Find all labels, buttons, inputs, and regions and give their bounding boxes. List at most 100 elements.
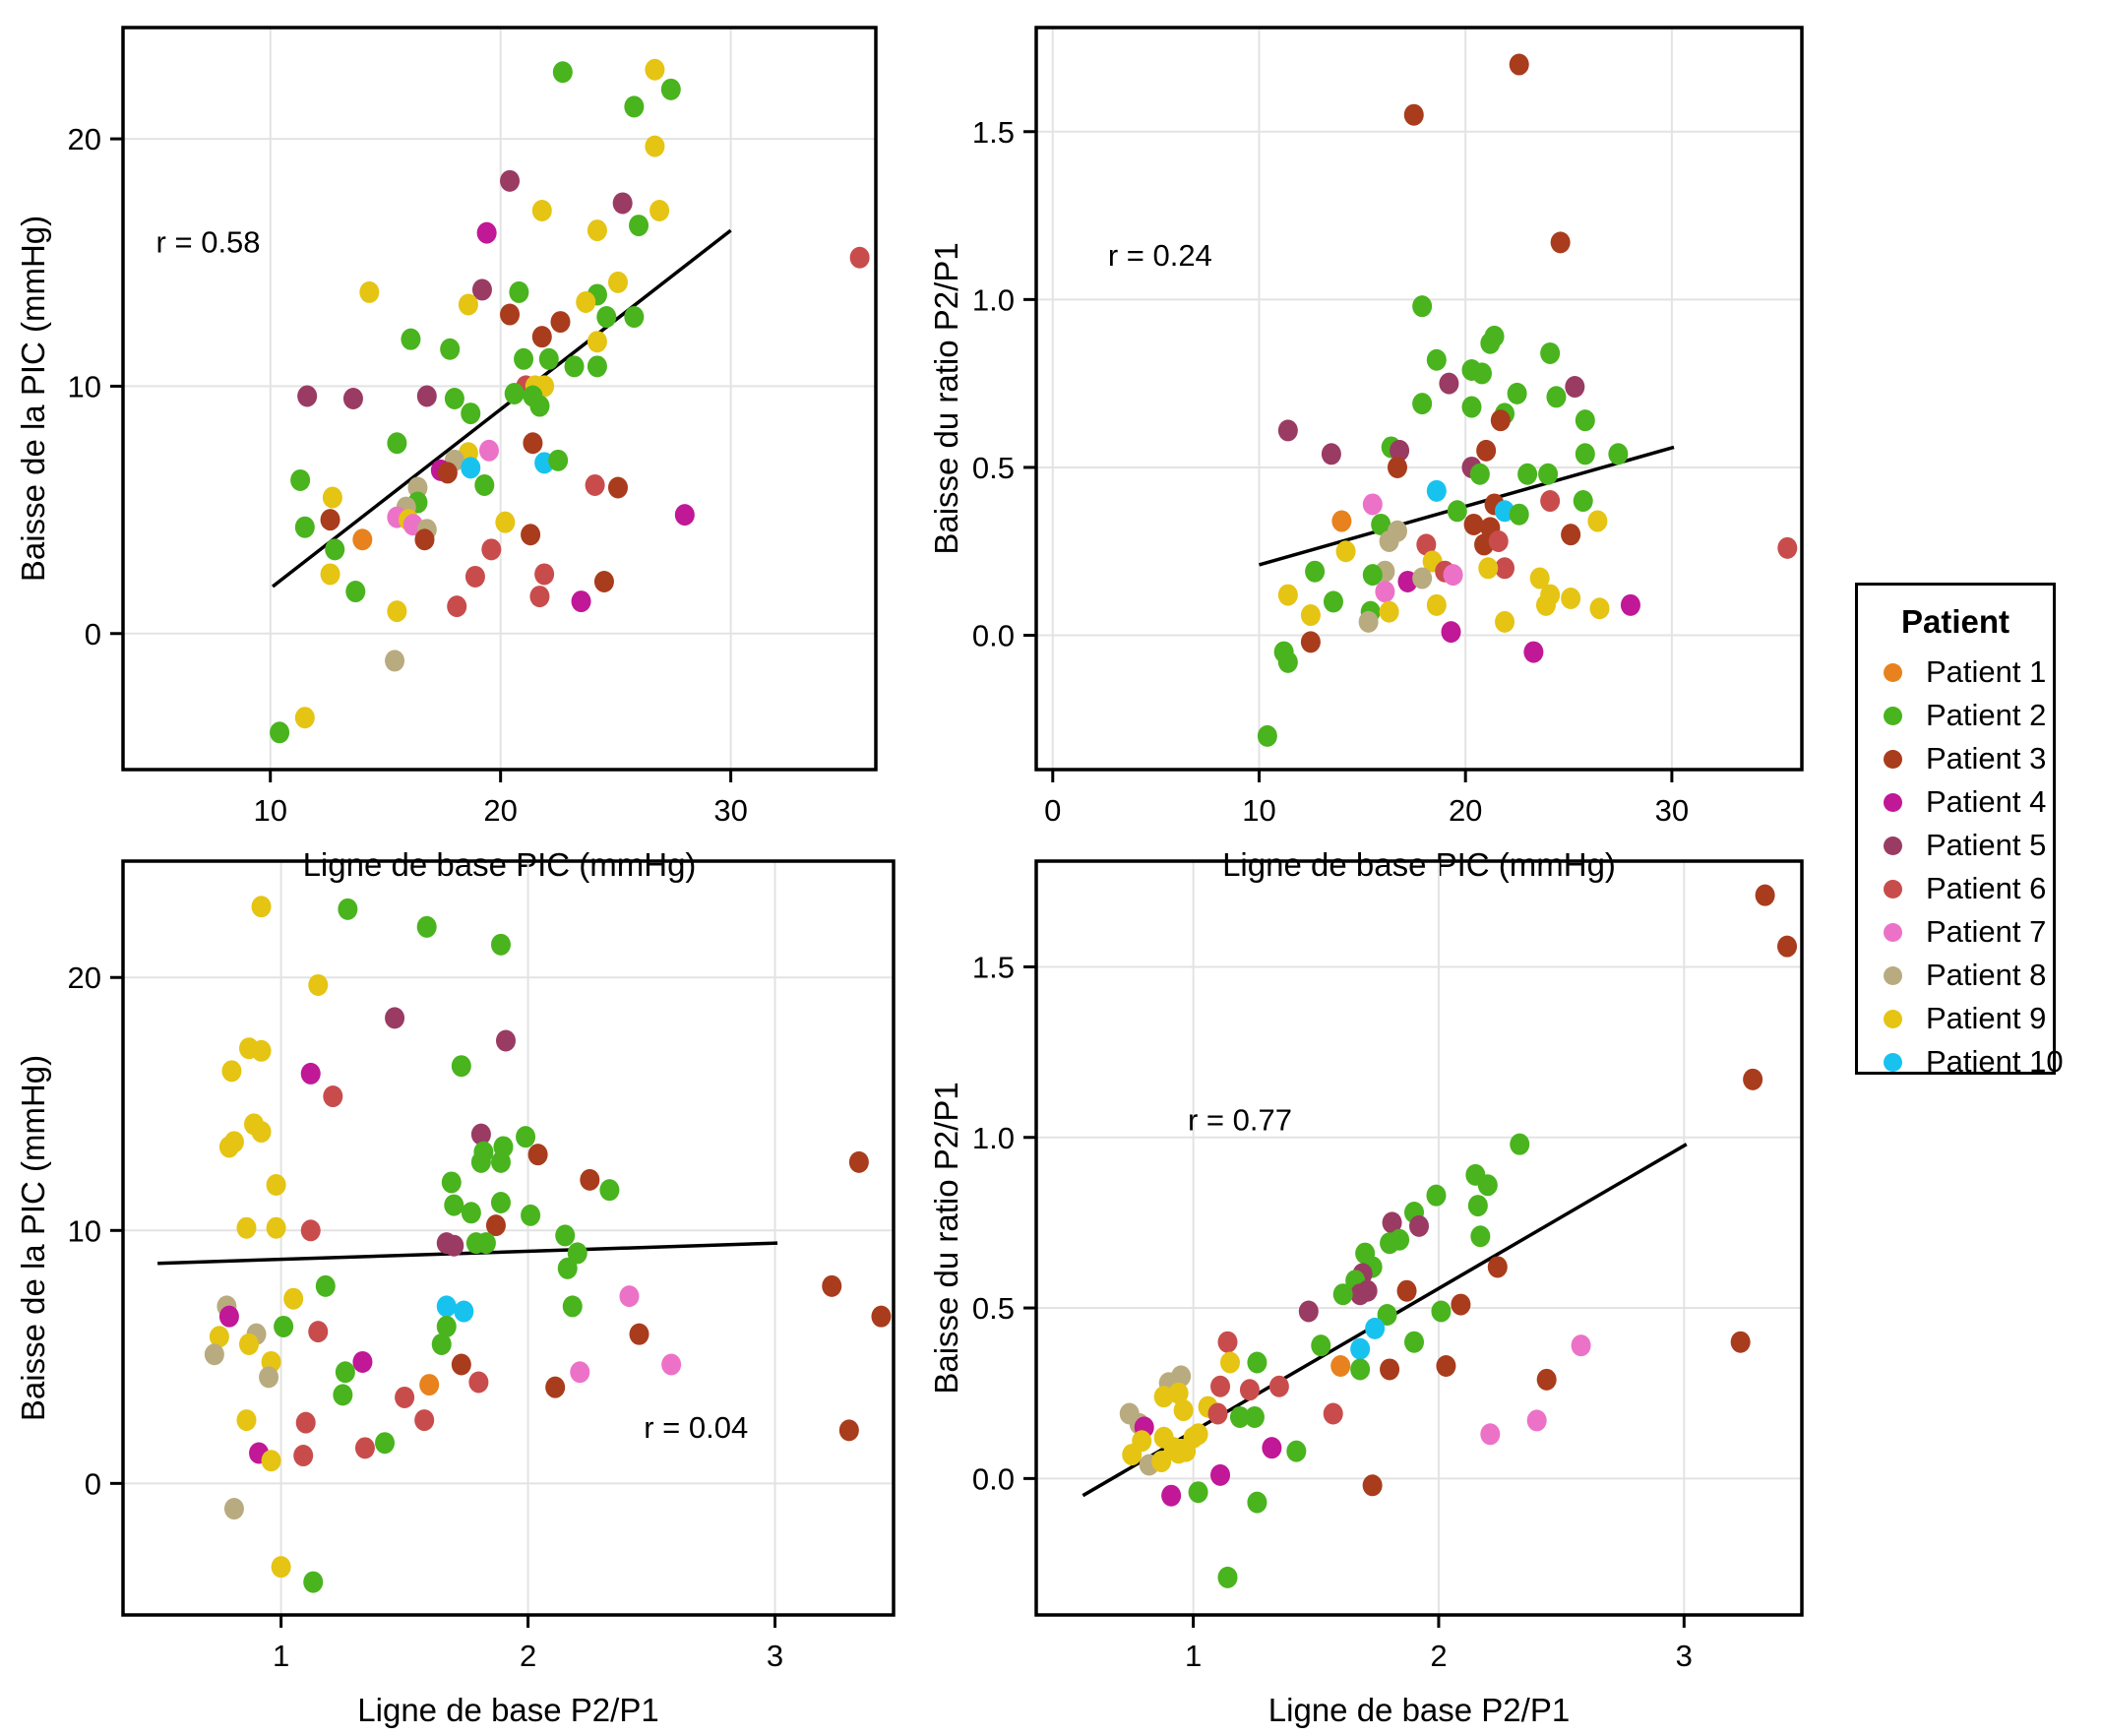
- data-point: [629, 1323, 649, 1345]
- data-point: [490, 1150, 511, 1173]
- data-point: [261, 1450, 281, 1472]
- data-point: [562, 1295, 583, 1318]
- data-point: [649, 199, 670, 221]
- data-point: [354, 1437, 375, 1459]
- data-point: [416, 915, 437, 938]
- data-point: [437, 462, 458, 484]
- trend-line: [271, 228, 732, 589]
- data-point: [1229, 1405, 1250, 1428]
- data-point: [1426, 348, 1447, 371]
- data-point: [345, 581, 366, 603]
- data-point: [1409, 1214, 1429, 1237]
- x-tick-label: 30: [1655, 793, 1689, 828]
- data-point: [1362, 1474, 1383, 1497]
- data-point: [471, 279, 492, 301]
- data-point: [1412, 393, 1433, 415]
- data-point: [567, 1242, 587, 1265]
- legend-swatch-dot: [1884, 706, 1902, 725]
- data-point: [1219, 1351, 1240, 1374]
- data-point: [1509, 53, 1529, 76]
- data-point: [1439, 372, 1459, 395]
- legend-swatch-dot: [1884, 749, 1902, 769]
- legend-item: Patient 10: [1858, 1040, 2064, 1084]
- x-tick-label: 0: [1044, 793, 1061, 828]
- data-point: [1379, 600, 1399, 623]
- y-axis-label: Baisse de la PIC (mmHg): [15, 1055, 51, 1421]
- y-tick-label: 10: [68, 1213, 101, 1248]
- data-point: [359, 280, 380, 303]
- x-tick-label: 1: [273, 1639, 289, 1673]
- data-point: [1122, 1444, 1143, 1466]
- data-point: [1608, 443, 1629, 465]
- legend-item: Patient 2: [1858, 694, 2053, 737]
- data-point: [1335, 540, 1356, 563]
- data-point: [1247, 1491, 1267, 1514]
- data-point: [251, 1039, 272, 1062]
- data-point: [1153, 1386, 1174, 1408]
- data-point: [325, 538, 345, 561]
- data-point: [1390, 1228, 1410, 1251]
- data-point: [1540, 341, 1561, 364]
- data-point: [1507, 382, 1527, 404]
- data-point: [1575, 409, 1595, 432]
- data-point: [674, 504, 695, 527]
- data-point: [1300, 631, 1321, 653]
- data-point: [580, 1168, 600, 1191]
- data-point: [1412, 295, 1433, 318]
- data-point: [587, 219, 607, 242]
- data-point: [838, 1419, 859, 1442]
- data-point: [461, 1202, 481, 1224]
- data-point: [1426, 1184, 1447, 1207]
- x-tick-label: 2: [1430, 1639, 1447, 1673]
- data-point: [441, 1171, 462, 1194]
- data-point: [822, 1274, 842, 1297]
- data-point: [1587, 510, 1608, 532]
- data-point: [1188, 1423, 1208, 1446]
- data-point: [1262, 1437, 1282, 1459]
- data-point: [1382, 1211, 1402, 1234]
- data-point: [545, 1376, 566, 1398]
- data-point: [401, 328, 421, 350]
- y-tick-label: 1.5: [972, 115, 1015, 150]
- data-point: [593, 570, 614, 592]
- data-point: [1471, 362, 1492, 385]
- data-point: [308, 973, 329, 996]
- data-point: [1470, 1225, 1491, 1248]
- data-point: [1487, 1256, 1508, 1278]
- legend-swatch-dot: [1884, 1009, 1902, 1028]
- x-tick-label: 10: [253, 793, 286, 828]
- data-point: [204, 1343, 224, 1366]
- data-point: [436, 1295, 457, 1318]
- data-point: [570, 1361, 590, 1384]
- y-tick-label: 0.5: [972, 1291, 1015, 1326]
- x-tick-label: 20: [483, 793, 517, 828]
- legend-swatch-dot: [1884, 792, 1902, 812]
- data-point: [1387, 456, 1407, 478]
- data-point: [1412, 567, 1433, 589]
- data-point: [385, 1007, 405, 1029]
- y-axis-label: Baisse de la PIC (mmHg): [15, 216, 51, 582]
- data-point: [251, 1121, 272, 1144]
- data-point: [474, 473, 495, 496]
- data-point: [576, 290, 596, 313]
- data-point: [461, 403, 481, 425]
- data-point: [571, 590, 591, 613]
- x-tick-label: 2: [520, 1639, 536, 1673]
- data-point: [352, 528, 373, 551]
- data-point: [1561, 524, 1581, 546]
- data-point: [475, 1232, 496, 1255]
- y-axis-label: Baisse du ratio P2/P1: [928, 1082, 964, 1394]
- data-point: [1565, 376, 1585, 399]
- data-point: [587, 355, 607, 378]
- data-point: [607, 271, 628, 293]
- trend-line: [1259, 445, 1675, 567]
- data-point: [461, 457, 481, 479]
- data-point: [555, 1224, 576, 1247]
- data-point: [645, 58, 665, 81]
- data-point: [478, 439, 499, 462]
- data-point: [1529, 567, 1550, 589]
- legend-item-label: Patient 7: [1926, 914, 2047, 949]
- data-point: [320, 563, 340, 586]
- data-point: [385, 650, 405, 672]
